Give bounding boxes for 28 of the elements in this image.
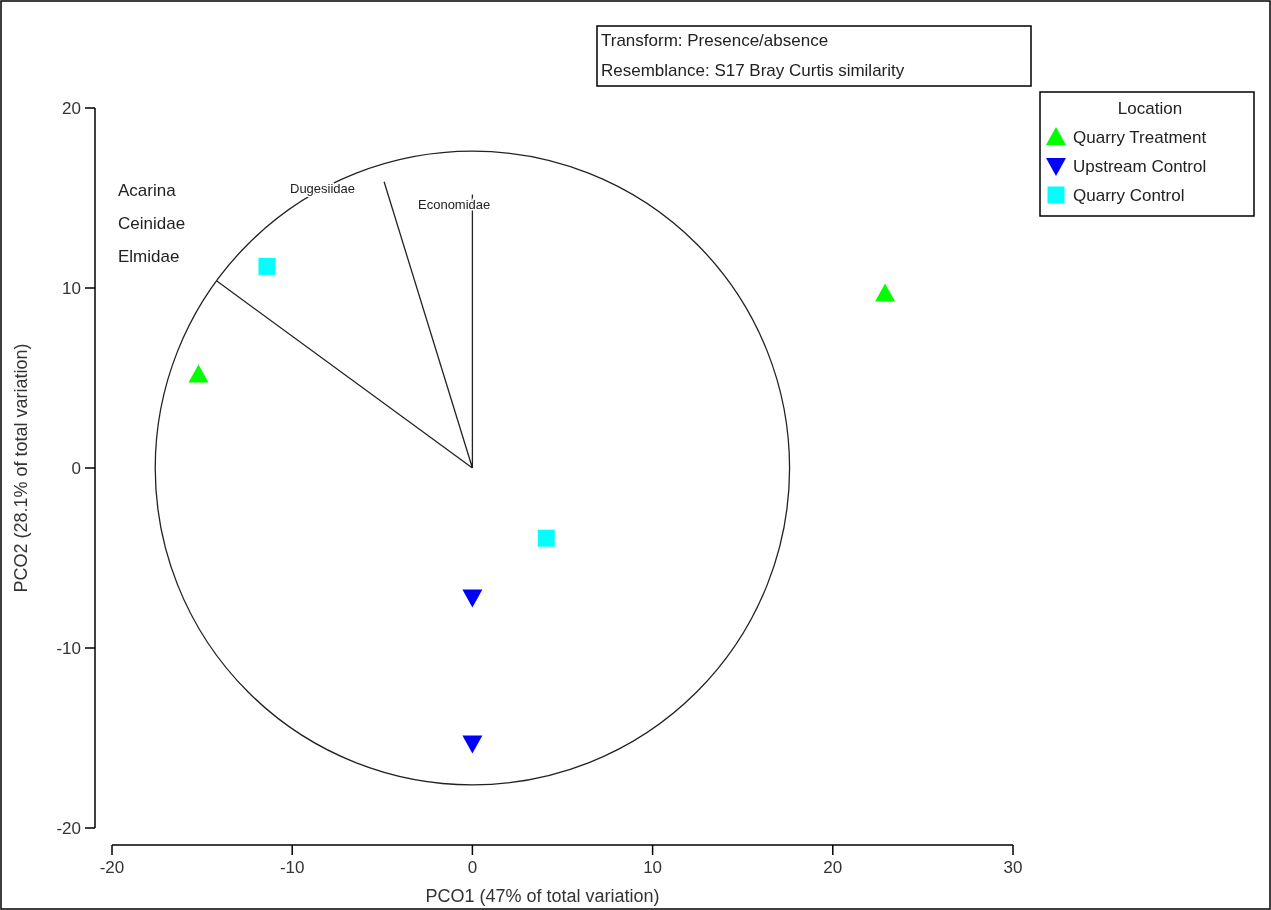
x-tick-label: 30 <box>1003 858 1023 877</box>
legend-label: Quarry Treatment <box>1073 127 1207 147</box>
text: Transform: Presence/absence <box>601 30 829 50</box>
x-tick-label: 10 <box>643 858 663 877</box>
y-tick-label: 10 <box>62 278 81 298</box>
point <box>462 589 483 608</box>
point <box>462 735 483 754</box>
point <box>258 257 276 275</box>
y-tick-label: 0 <box>71 458 81 478</box>
legend-label: Quarry Control <box>1073 185 1185 205</box>
point <box>875 283 896 302</box>
point <box>188 364 209 383</box>
annotation: Elmidae <box>118 246 180 266</box>
y-tick-label: -10 <box>56 638 81 658</box>
x-tick-label: 0 <box>467 858 478 877</box>
legend-title: Location <box>1117 98 1183 118</box>
point <box>537 529 555 547</box>
legend-label: Upstream Control <box>1073 156 1207 176</box>
y-tick-label: 20 <box>62 98 81 118</box>
x-tick-label: -20 <box>99 858 125 877</box>
x-tick-label: 20 <box>823 858 843 877</box>
annotation: Acarina <box>118 180 177 200</box>
x-axis-title: PCO1 (47% of total variation) <box>425 886 660 906</box>
y-axis-title: PCO2 (28.1% of total variation) <box>11 343 31 593</box>
text: Resemblance: S17 Bray Curtis similarity <box>601 60 905 80</box>
y-tick-label: -20 <box>56 818 81 838</box>
x-tick-label: -10 <box>279 858 305 877</box>
annotation: Ceinidae <box>118 213 186 233</box>
